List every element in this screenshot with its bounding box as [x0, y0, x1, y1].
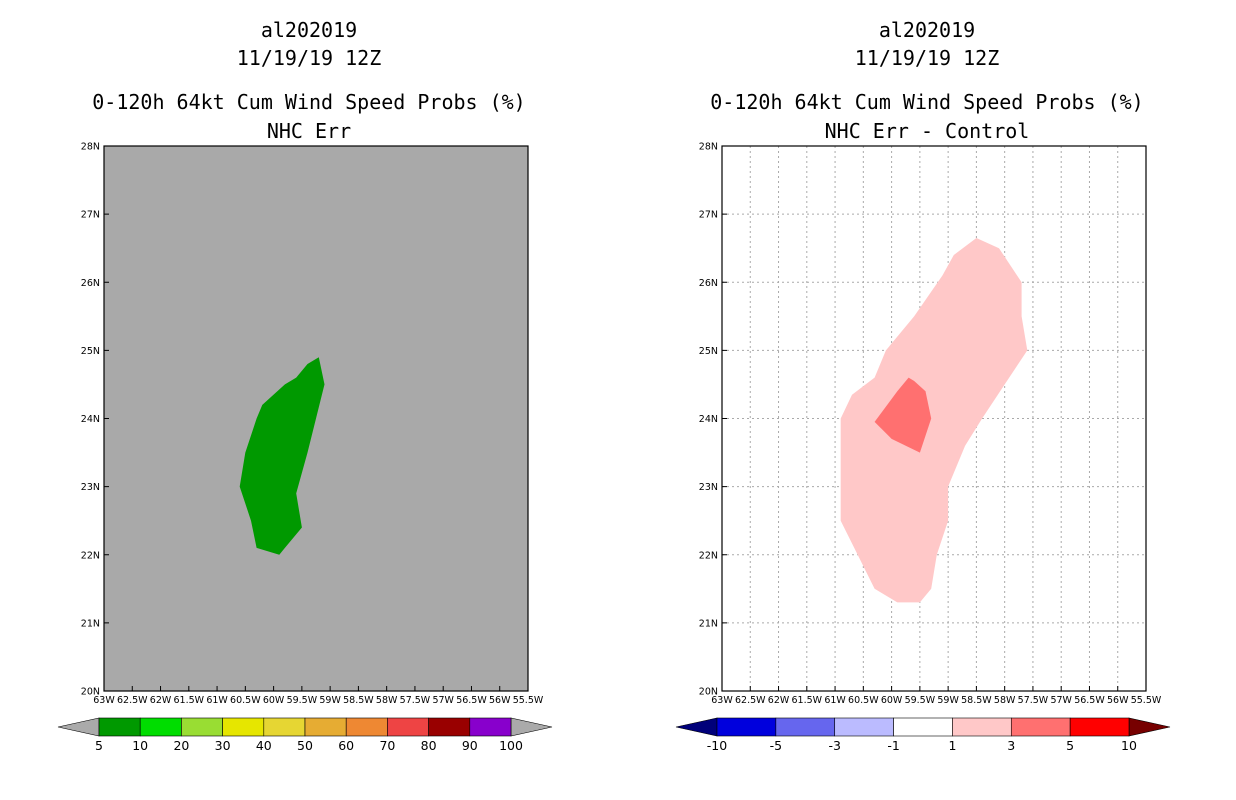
x-tick-label: 62W [768, 695, 790, 706]
colorbar-segment [140, 718, 181, 736]
y-tick-label: 22N [699, 550, 718, 561]
x-tick-label: 61.5W [174, 695, 205, 706]
y-tick-label: 21N [699, 618, 718, 629]
x-tick-label: 56W [489, 695, 511, 706]
colorbar-segment [264, 718, 305, 736]
x-tick-label: 61.5W [792, 695, 823, 706]
x-tick-label: 58W [994, 695, 1016, 706]
x-tick-label: 62.5W [117, 695, 148, 706]
colorbar-label: -1 [887, 738, 899, 753]
colorbar-segment [470, 718, 511, 736]
colorbar-low-arrow [58, 718, 99, 736]
y-tick-label: 23N [81, 482, 100, 493]
colorbar-segment [952, 718, 1011, 736]
x-tick-label: 58.5W [343, 695, 374, 706]
y-tick-label: 27N [81, 210, 100, 221]
colorbar-segment [181, 718, 222, 736]
colorbar-segment [387, 718, 428, 736]
y-tick-label: 23N [699, 482, 718, 493]
x-tick-label: 59W [319, 695, 341, 706]
colorbar-label: 20 [173, 738, 189, 753]
colorbar-segment [305, 718, 346, 736]
y-tick-label: 20N [81, 687, 100, 698]
map-plot: 63W62.5W62W61.5W61W60.5W60W59.5W59W58.5W… [618, 0, 1236, 800]
x-tick-label: 60W [263, 695, 285, 706]
x-tick-label: 57W [1050, 695, 1072, 706]
y-tick-label: 26N [699, 278, 718, 289]
colorbar-label: 60 [338, 738, 354, 753]
y-tick-label: 28N [81, 142, 100, 153]
chart-panel-nhc-err: al202019 11/19/19 12Z 0-120h 64kt Cum Wi… [0, 0, 618, 800]
colorbar-segment [717, 718, 776, 736]
y-tick-label: 26N [81, 278, 100, 289]
y-tick-label: 24N [81, 414, 100, 425]
colorbar-label: 80 [421, 738, 437, 753]
colorbar-segment [1011, 718, 1070, 736]
colorbar-label: 1 [948, 738, 956, 753]
x-tick-label: 59.5W [905, 695, 936, 706]
y-tick-label: 28N [699, 142, 718, 153]
colorbar-label: -3 [828, 738, 840, 753]
colorbar-label: -10 [707, 738, 727, 753]
colorbar-segment [346, 718, 387, 736]
y-tick-label: 21N [81, 618, 100, 629]
x-tick-label: 56W [1107, 695, 1129, 706]
colorbar-segment [894, 718, 953, 736]
colorbar-segment [1070, 718, 1129, 736]
colorbar-label: 40 [256, 738, 272, 753]
colorbar-segment [835, 718, 894, 736]
colorbar-label: 10 [1121, 738, 1137, 753]
x-tick-label: 57.5W [400, 695, 431, 706]
x-tick-label: 55.5W [513, 695, 544, 706]
colorbar-segment [429, 718, 470, 736]
x-tick-label: 61W [824, 695, 846, 706]
colorbar-segment [776, 718, 835, 736]
x-tick-label: 55.5W [1131, 695, 1162, 706]
colorbar-label: -5 [770, 738, 782, 753]
colorbar-high-arrow [511, 718, 552, 736]
colorbar-label: 5 [95, 738, 103, 753]
chart-panel-nhc-err-control: al202019 11/19/19 12Z 0-120h 64kt Cum Wi… [618, 0, 1236, 800]
x-tick-label: 58W [376, 695, 398, 706]
map-plot: 63W62.5W62W61.5W61W60.5W60W59.5W59W58.5W… [0, 0, 618, 800]
colorbar-label: 3 [1007, 738, 1015, 753]
colorbar-high-arrow [1129, 718, 1170, 736]
colorbar-label: 70 [379, 738, 395, 753]
x-tick-label: 62.5W [735, 695, 766, 706]
x-tick-label: 60.5W [230, 695, 261, 706]
y-tick-label: 22N [81, 550, 100, 561]
colorbar-segment [99, 718, 140, 736]
colorbar-label: 90 [462, 738, 478, 753]
y-tick-label: 25N [699, 346, 718, 357]
colorbar-low-arrow [676, 718, 717, 736]
colorbar-label: 10 [132, 738, 148, 753]
x-tick-label: 59.5W [287, 695, 318, 706]
x-tick-label: 61W [206, 695, 228, 706]
x-tick-label: 60W [881, 695, 903, 706]
colorbar-label: 5 [1066, 738, 1074, 753]
x-tick-label: 57.5W [1018, 695, 1049, 706]
colorbar-segment [223, 718, 264, 736]
colorbar-label: 50 [297, 738, 313, 753]
y-tick-label: 25N [81, 346, 100, 357]
x-tick-label: 59W [937, 695, 959, 706]
y-tick-label: 27N [699, 210, 718, 221]
x-tick-label: 58.5W [961, 695, 992, 706]
x-tick-label: 56.5W [1074, 695, 1105, 706]
x-tick-label: 57W [432, 695, 454, 706]
colorbar-label: 100 [499, 738, 523, 753]
x-tick-label: 62W [150, 695, 172, 706]
y-tick-label: 20N [699, 687, 718, 698]
x-tick-label: 56.5W [456, 695, 487, 706]
x-tick-label: 60.5W [848, 695, 879, 706]
y-tick-label: 24N [699, 414, 718, 425]
colorbar-label: 30 [215, 738, 231, 753]
